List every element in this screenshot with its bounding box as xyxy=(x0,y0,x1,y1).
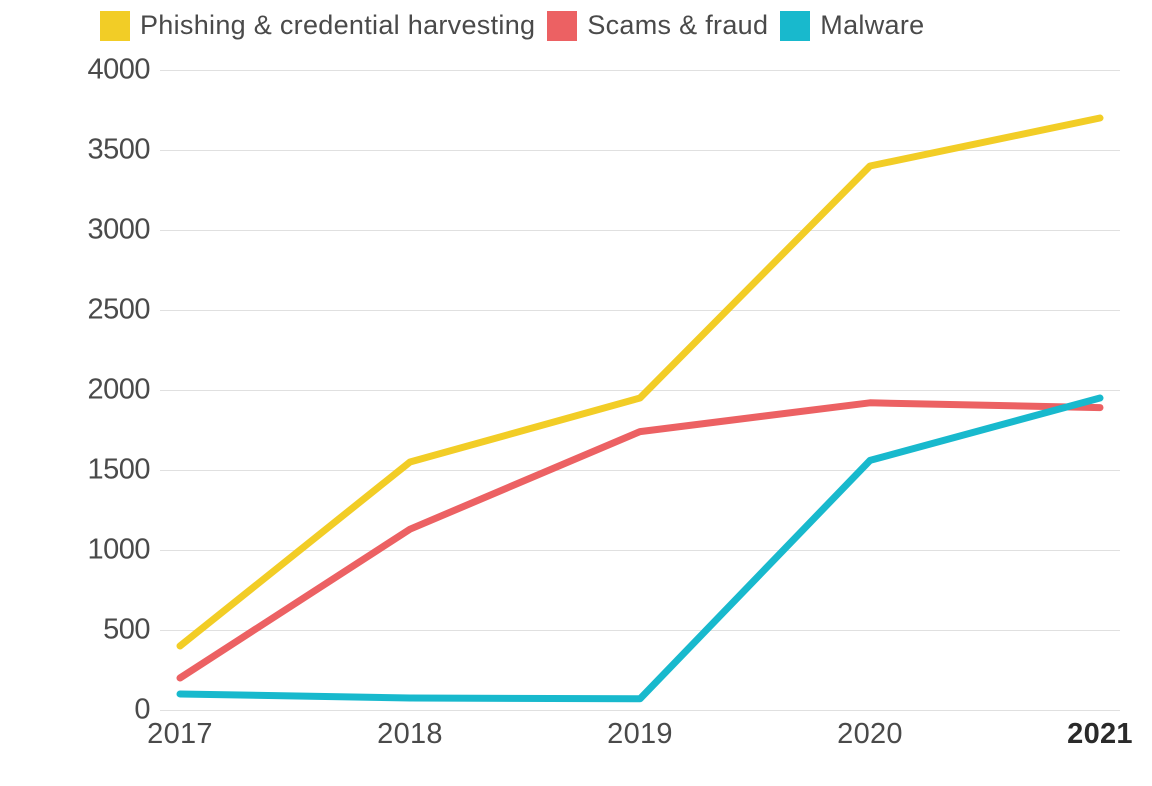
y-tick-label: 500 xyxy=(103,614,150,647)
line-chart: Phishing & credential harvesting Scams & … xyxy=(0,0,1152,786)
series-line xyxy=(180,118,1100,646)
y-tick-label: 1500 xyxy=(87,454,150,487)
x-tick-label: 2021 xyxy=(1067,718,1133,751)
y-tick-label: 3000 xyxy=(87,214,150,247)
chart-svg xyxy=(160,70,1120,710)
legend-swatch xyxy=(547,11,577,41)
plot-area xyxy=(160,70,1120,710)
series-line xyxy=(180,403,1100,678)
legend-label: Malware xyxy=(820,10,924,41)
legend-swatch xyxy=(100,11,130,41)
legend-label: Phishing & credential harvesting xyxy=(140,10,535,41)
chart-legend: Phishing & credential harvesting Scams & … xyxy=(100,10,924,41)
x-tick-label: 2019 xyxy=(607,718,673,751)
y-tick-label: 4000 xyxy=(87,54,150,87)
x-axis: 20172018201920202021 xyxy=(160,710,1120,760)
legend-label: Scams & fraud xyxy=(587,10,768,41)
legend-item: Scams & fraud xyxy=(547,10,768,41)
y-tick-label: 2500 xyxy=(87,294,150,327)
y-axis: 05001000150020002500300035004000 xyxy=(0,70,160,710)
legend-item: Malware xyxy=(780,10,924,41)
x-tick-label: 2018 xyxy=(377,718,443,751)
x-tick-label: 2020 xyxy=(837,718,903,751)
legend-item: Phishing & credential harvesting xyxy=(100,10,535,41)
legend-swatch xyxy=(780,11,810,41)
x-tick-label: 2017 xyxy=(147,718,213,751)
y-tick-label: 3500 xyxy=(87,134,150,167)
series-line xyxy=(180,398,1100,699)
y-tick-label: 1000 xyxy=(87,534,150,567)
y-tick-label: 2000 xyxy=(87,374,150,407)
